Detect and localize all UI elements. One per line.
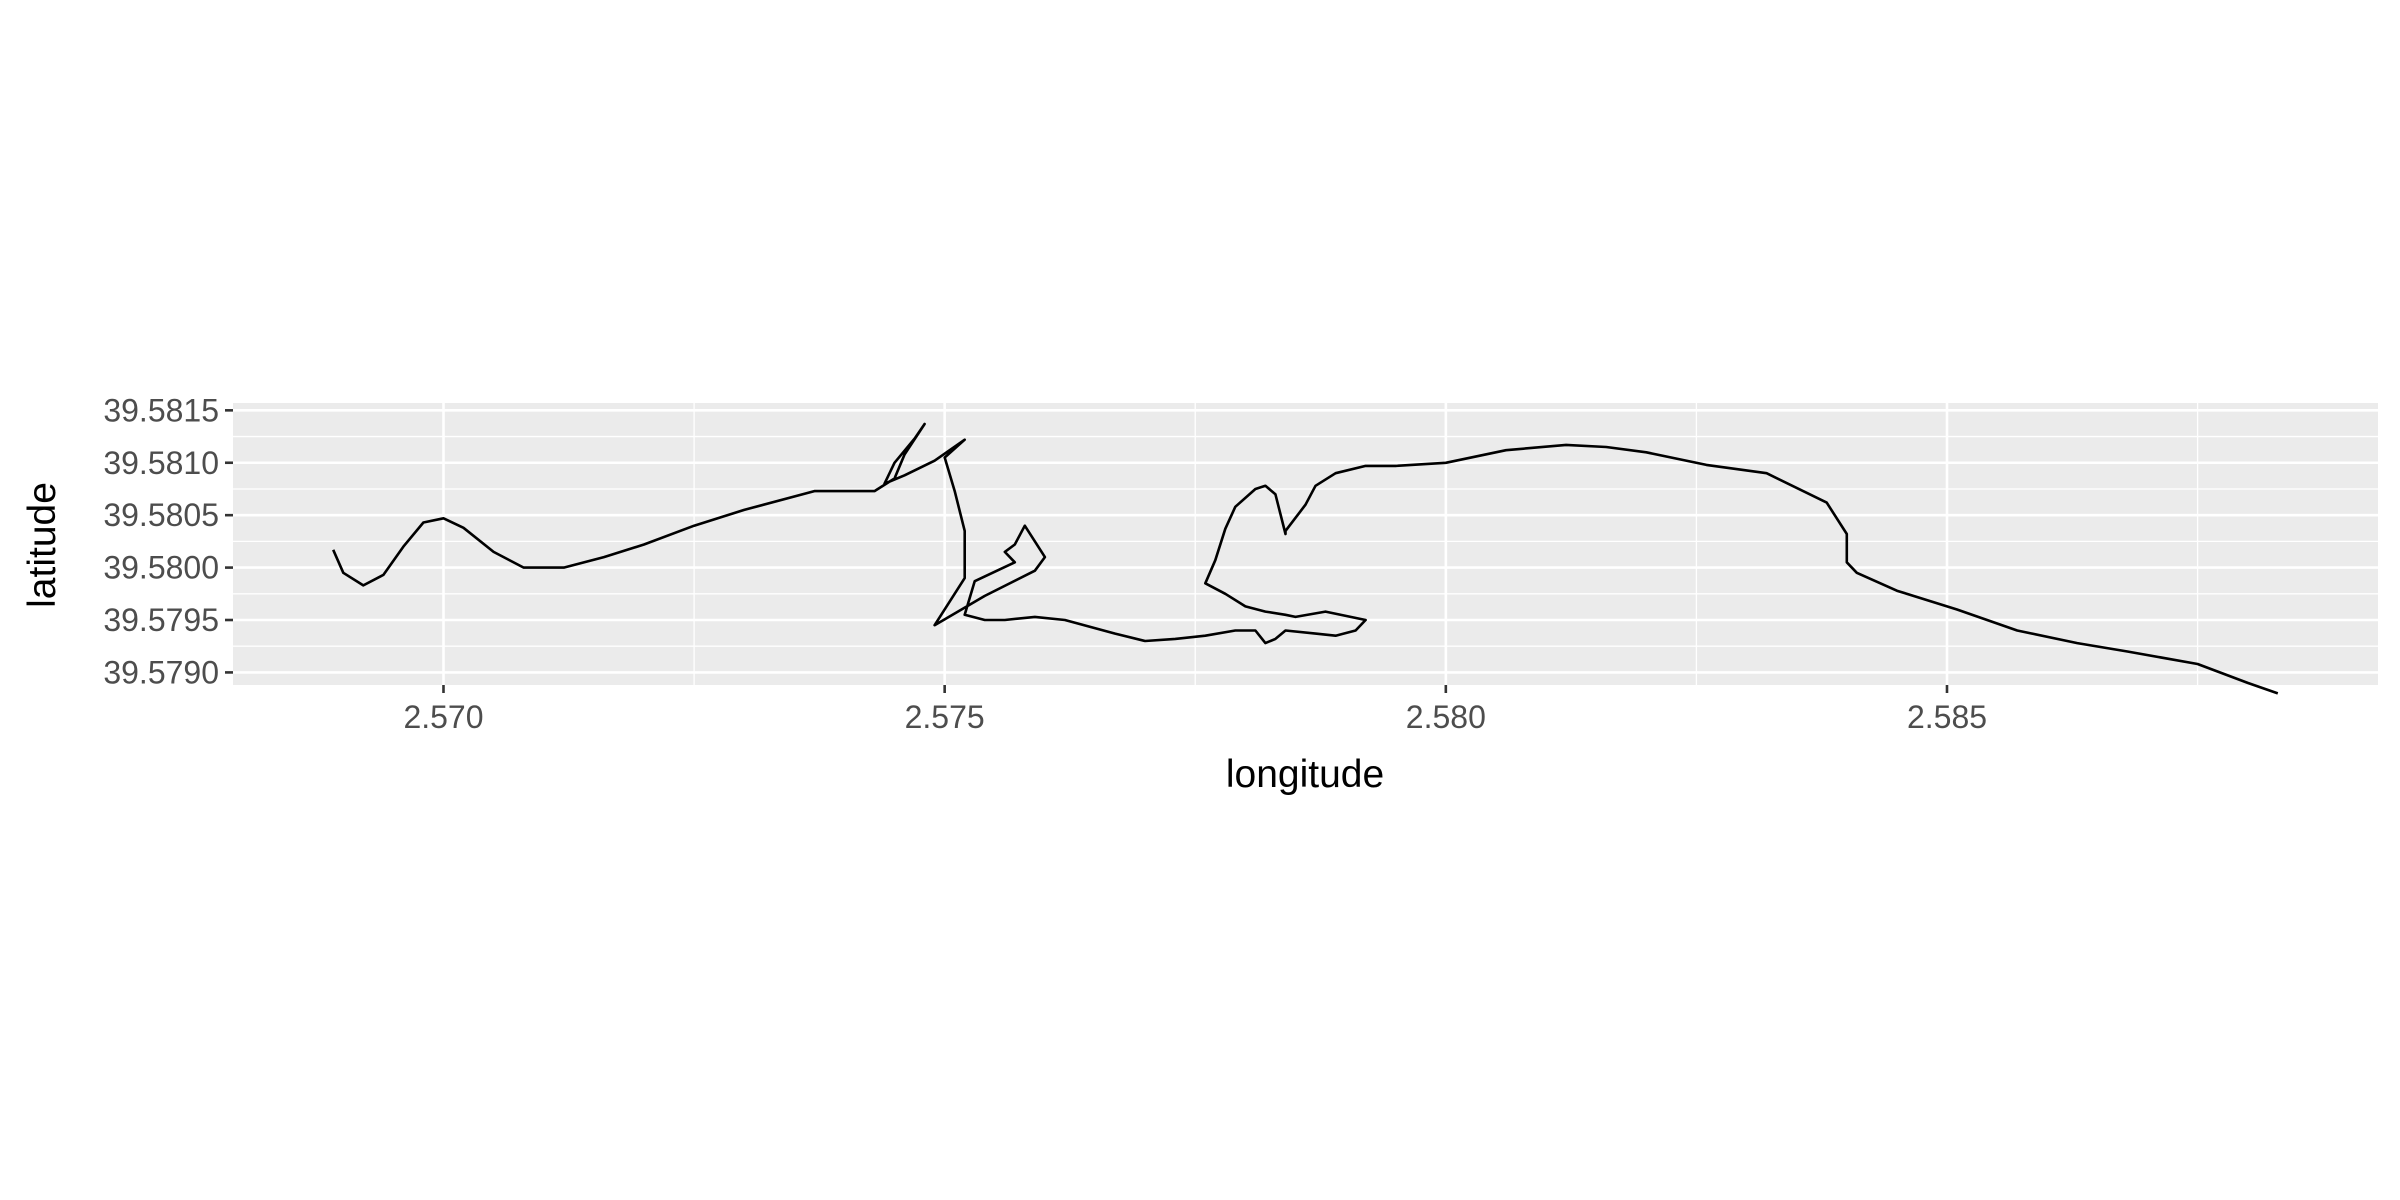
x-tick-label: 2.580 — [1406, 699, 1486, 735]
x-tick-label: 2.570 — [403, 699, 483, 735]
y-axis: 39.5790 39.5795 39.5800 39.5805 39.5810 39.58… — [103, 392, 233, 690]
series-layer — [332, 422, 2279, 695]
x-tick-label: 2.575 — [905, 699, 985, 735]
panel-background — [233, 403, 2378, 685]
y-tick-label: 39.5790 — [103, 654, 219, 690]
series-line-0 — [332, 422, 2279, 695]
y-tick-label: 39.5800 — [103, 550, 219, 586]
x-axis: 2.570 2.575 2.580 2.585 — [403, 685, 1987, 735]
y-axis-title: latitude — [21, 482, 64, 608]
x-tick-label: 2.585 — [1907, 699, 1987, 735]
y-tick-label: 39.5815 — [103, 392, 219, 428]
x-axis-title: longitude — [1226, 753, 1384, 796]
y-tick-label: 39.5810 — [103, 445, 219, 481]
y-tick-label: 39.5805 — [103, 497, 219, 533]
grid-minor — [233, 403, 2378, 685]
grid-major — [233, 403, 2378, 685]
y-tick-label: 39.5795 — [103, 602, 219, 638]
